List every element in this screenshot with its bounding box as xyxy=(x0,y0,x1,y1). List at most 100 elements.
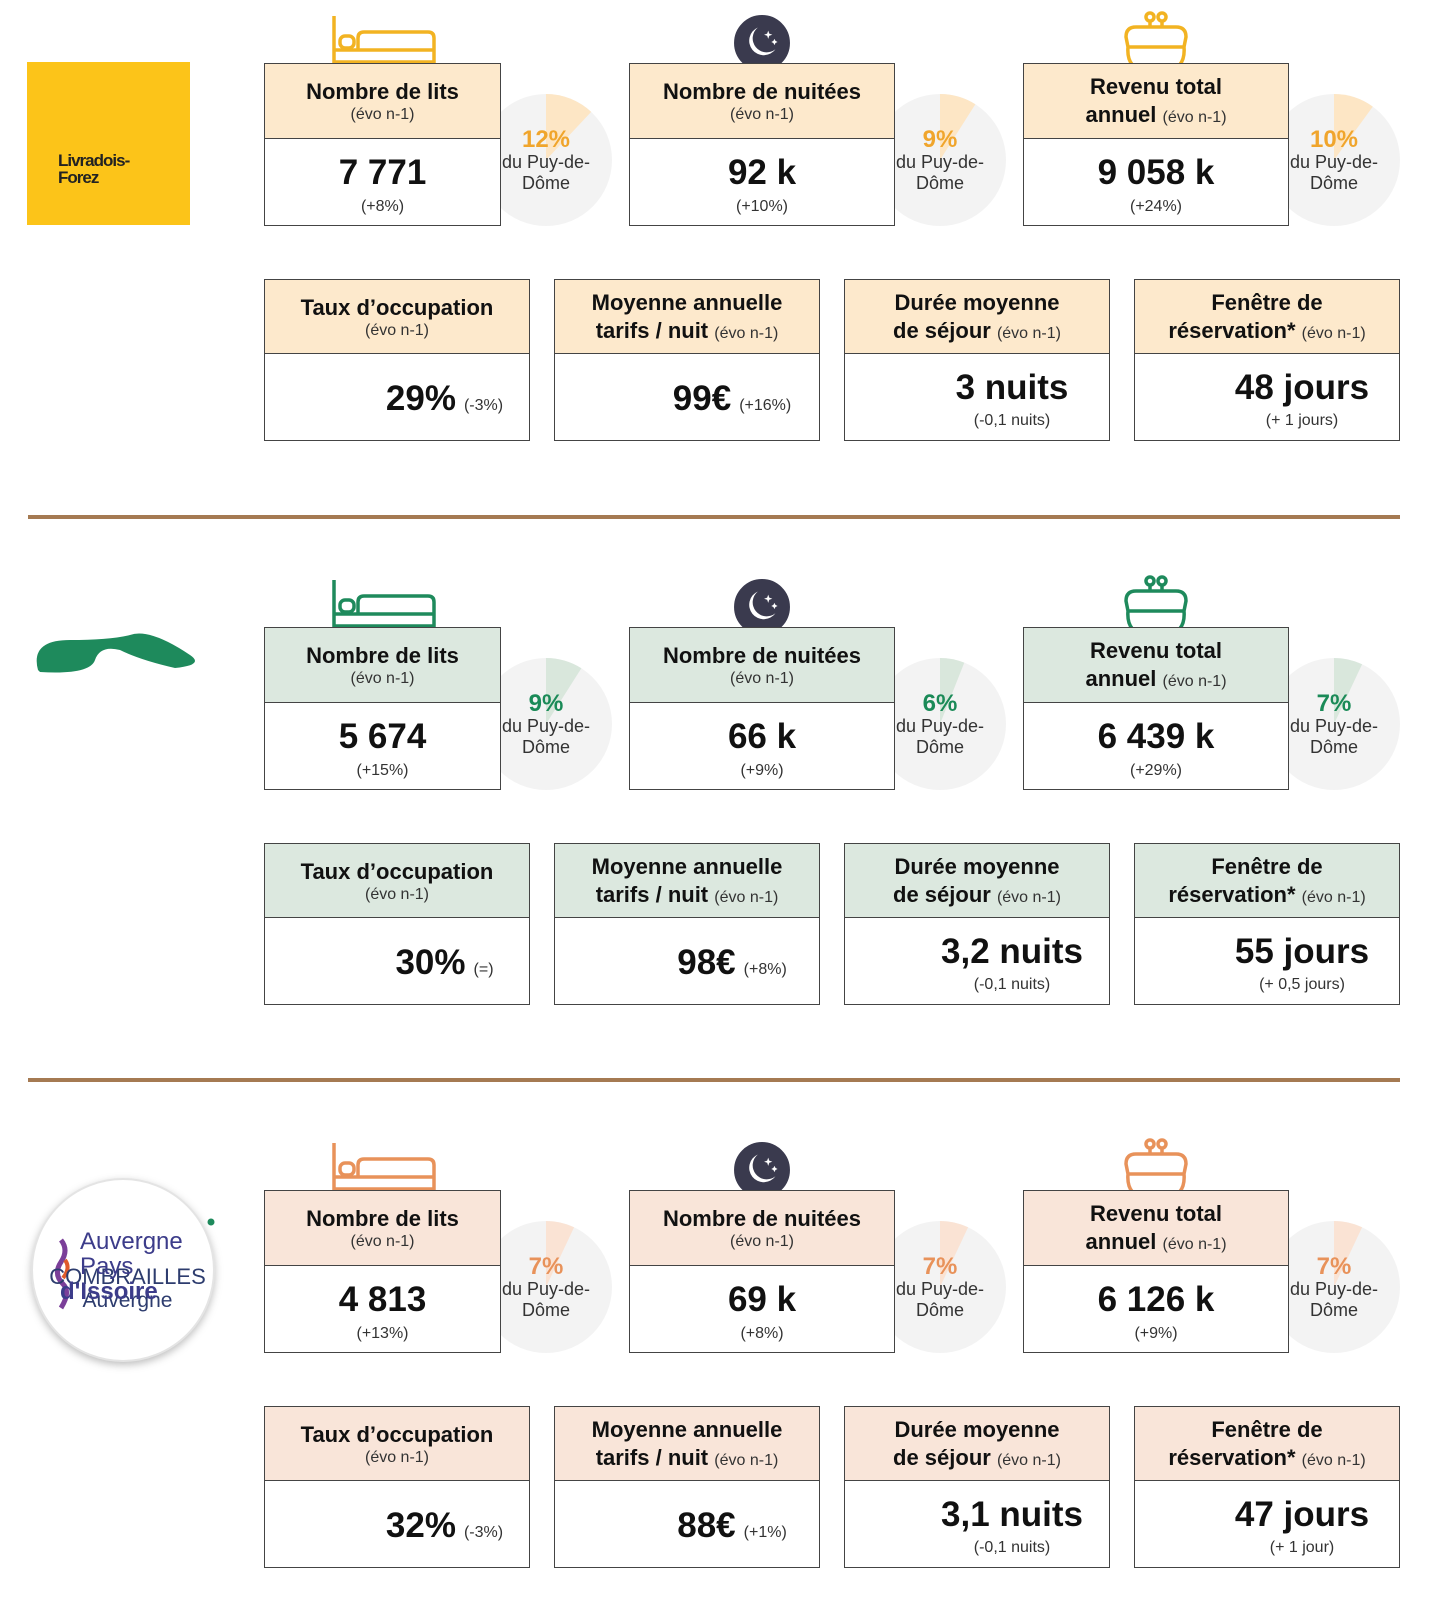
kpi-card: Nombre de lits (évo n-1) 4 813 (+13%) xyxy=(264,1190,501,1353)
card-title: Nombre de lits xyxy=(306,79,459,104)
kpi-card: Taux d’occupation (évo n-1) 29% (-3%) xyxy=(264,279,530,441)
kpi-card: Moyenne annuelle tarifs / nuit (évo n-1) 8… xyxy=(554,1406,820,1568)
kpi-card: Nombre de nuitées (évo n-1) 69 k (+8%) xyxy=(629,1190,895,1353)
card-title: tarifs / nuit xyxy=(595,1444,709,1470)
kpi-card: Taux d’occupation (évo n-1) 32% (-3%) xyxy=(264,1406,530,1568)
title-line: réservation* (évo n-1) xyxy=(1168,317,1365,345)
kpi-value: 5 674 xyxy=(338,717,427,756)
kpi-card: Revenu total annuel (évo n-1) 6 439 k (+29%… xyxy=(1023,627,1289,790)
icon-shape xyxy=(338,598,356,614)
card-header: Taux d’occupation (évo n-1) xyxy=(265,1407,529,1481)
card-title: Revenu total xyxy=(1089,638,1223,663)
card-title: Nombre de nuitées xyxy=(662,643,862,668)
card-title: Fenêtre de xyxy=(1211,853,1323,879)
icon-shape xyxy=(764,30,778,46)
icon-shape xyxy=(332,16,436,74)
logo-line: Auvergne xyxy=(80,1228,183,1255)
card-title: Nombre de nuitées xyxy=(662,79,862,104)
kpi-evo: (-3%) xyxy=(463,397,504,414)
kpi-value: 98€ xyxy=(677,943,736,982)
share-caption: du Puy-de-Dôme xyxy=(501,152,591,193)
bed-icon xyxy=(332,580,436,638)
share-caption: du Puy-de-Dôme xyxy=(1289,1279,1379,1320)
card-header: Moyenne annuelle tarifs / nuit (évo n-1) xyxy=(555,1407,819,1481)
title-line: Moyenne annuelle xyxy=(592,853,783,881)
share-caption: du Puy-de-Dôme xyxy=(501,716,591,757)
kpi-evo: (+8%) xyxy=(740,1325,784,1342)
kpi-card: Fenêtre de réservation* (évo n-1) 48 jours… xyxy=(1134,279,1400,441)
kpi-evo: (+8%) xyxy=(360,198,405,215)
card-subtitle: (évo n-1) xyxy=(1162,1236,1227,1253)
card-title: Taux d’occupation xyxy=(300,1421,494,1447)
share-caption: du Puy-de-Dôme xyxy=(895,1279,985,1320)
card-title: de séjour xyxy=(893,1444,991,1470)
icon-shape xyxy=(332,1143,436,1201)
share-pct: 7% xyxy=(922,1253,958,1280)
title-line: Revenu total xyxy=(1090,1200,1222,1228)
card-title: Nombre de lits xyxy=(306,1206,459,1231)
card-header: Nombre de lits (évo n-1) xyxy=(265,628,500,703)
card-title: tarifs / nuit xyxy=(595,881,709,907)
icon-shape xyxy=(1156,11,1168,23)
icon-shape xyxy=(338,34,356,50)
icon-shape xyxy=(1124,575,1188,637)
card-title: annuel xyxy=(1085,1229,1157,1254)
card-subtitle: (évo n-1) xyxy=(729,1233,795,1250)
kpi-value: 4 813 xyxy=(338,1280,427,1319)
card-header: Fenêtre de réservation* (évo n-1) xyxy=(1135,844,1399,918)
pie-wedge xyxy=(1334,658,1363,724)
title-line: annuel (évo n-1) xyxy=(1085,101,1226,129)
card-header: Taux d’occupation (évo n-1) xyxy=(265,844,529,918)
card-subtitle: (évo n-1) xyxy=(729,106,795,123)
kpi-evo: (+ 1 jours) xyxy=(1265,412,1339,429)
pie-wedge xyxy=(546,1221,575,1287)
icon-shape xyxy=(332,580,436,638)
card-subtitle: (évo n-1) xyxy=(364,321,430,339)
title-line: Fenêtre de xyxy=(1211,1416,1322,1444)
kpi-evo: (+ 0,5 jours) xyxy=(1259,976,1345,993)
share-caption: du Puy-de-Dôme xyxy=(895,152,985,193)
kpi-value: 88€ xyxy=(677,1506,736,1545)
icon-shape xyxy=(764,1157,778,1173)
kpi-evo: (+1%) xyxy=(743,1524,787,1541)
card-title: de séjour xyxy=(893,317,991,343)
kpi-value: 99€ xyxy=(672,379,732,418)
card-header: Nombre de nuitées (évo n-1) xyxy=(630,64,894,139)
icon-shape xyxy=(1124,1148,1188,1200)
title-line: Moyenne annuelle xyxy=(592,1416,783,1444)
pie-wedge xyxy=(546,658,582,724)
card-header: Revenu total annuel (évo n-1) xyxy=(1024,1191,1288,1266)
card-subtitle: (évo n-1) xyxy=(714,1451,779,1469)
kpi-row: 98€ (+8%) xyxy=(645,944,819,982)
share-caption: du Puy-de-Dôme xyxy=(1289,716,1379,757)
card-subtitle: (évo n-1) xyxy=(1162,109,1227,126)
icon-shape xyxy=(1144,1138,1156,1150)
card-subtitle: (évo n-1) xyxy=(996,324,1061,342)
title-line: annuel (évo n-1) xyxy=(1085,665,1226,693)
icon-shape xyxy=(1124,585,1188,637)
title-line: Revenu total xyxy=(1090,73,1222,101)
logo-wave xyxy=(36,633,215,1226)
card-title: Moyenne annuelle xyxy=(591,1416,783,1442)
share-pct: 9% xyxy=(528,690,564,717)
kpi-value: 92 k xyxy=(727,153,797,192)
card-subtitle: (évo n-1) xyxy=(996,888,1061,906)
title-line: Durée moyenne xyxy=(894,289,1059,317)
kpi-card: Durée moyenne de séjour (évo n-1) 3,2 nuit… xyxy=(844,843,1110,1005)
purse-icon xyxy=(1124,575,1188,637)
card-title: Durée moyenne xyxy=(894,853,1060,879)
kpi-value: 3,2 nuits xyxy=(941,932,1083,971)
kpi-evo: (+16%) xyxy=(739,397,792,414)
kpi-card: Nombre de lits (évo n-1) 7 771 (+8%) xyxy=(264,63,501,226)
kpi-row: 88€ (+1%) xyxy=(645,1507,819,1545)
title-line: tarifs / nuit (évo n-1) xyxy=(596,881,779,909)
title-line: tarifs / nuit (évo n-1) xyxy=(596,1444,779,1472)
kpi-value: 7 771 xyxy=(338,153,427,192)
logo-circle xyxy=(31,1178,215,1362)
logo-line: d'Issoire xyxy=(60,1278,158,1305)
kpi-value: 48 jours xyxy=(1234,368,1370,407)
card-subtitle: (évo n-1) xyxy=(1301,888,1366,906)
icon-shape xyxy=(338,1161,356,1177)
kpi-value: 6 439 k xyxy=(1097,717,1215,756)
card-title: Fenêtre de xyxy=(1211,289,1323,315)
